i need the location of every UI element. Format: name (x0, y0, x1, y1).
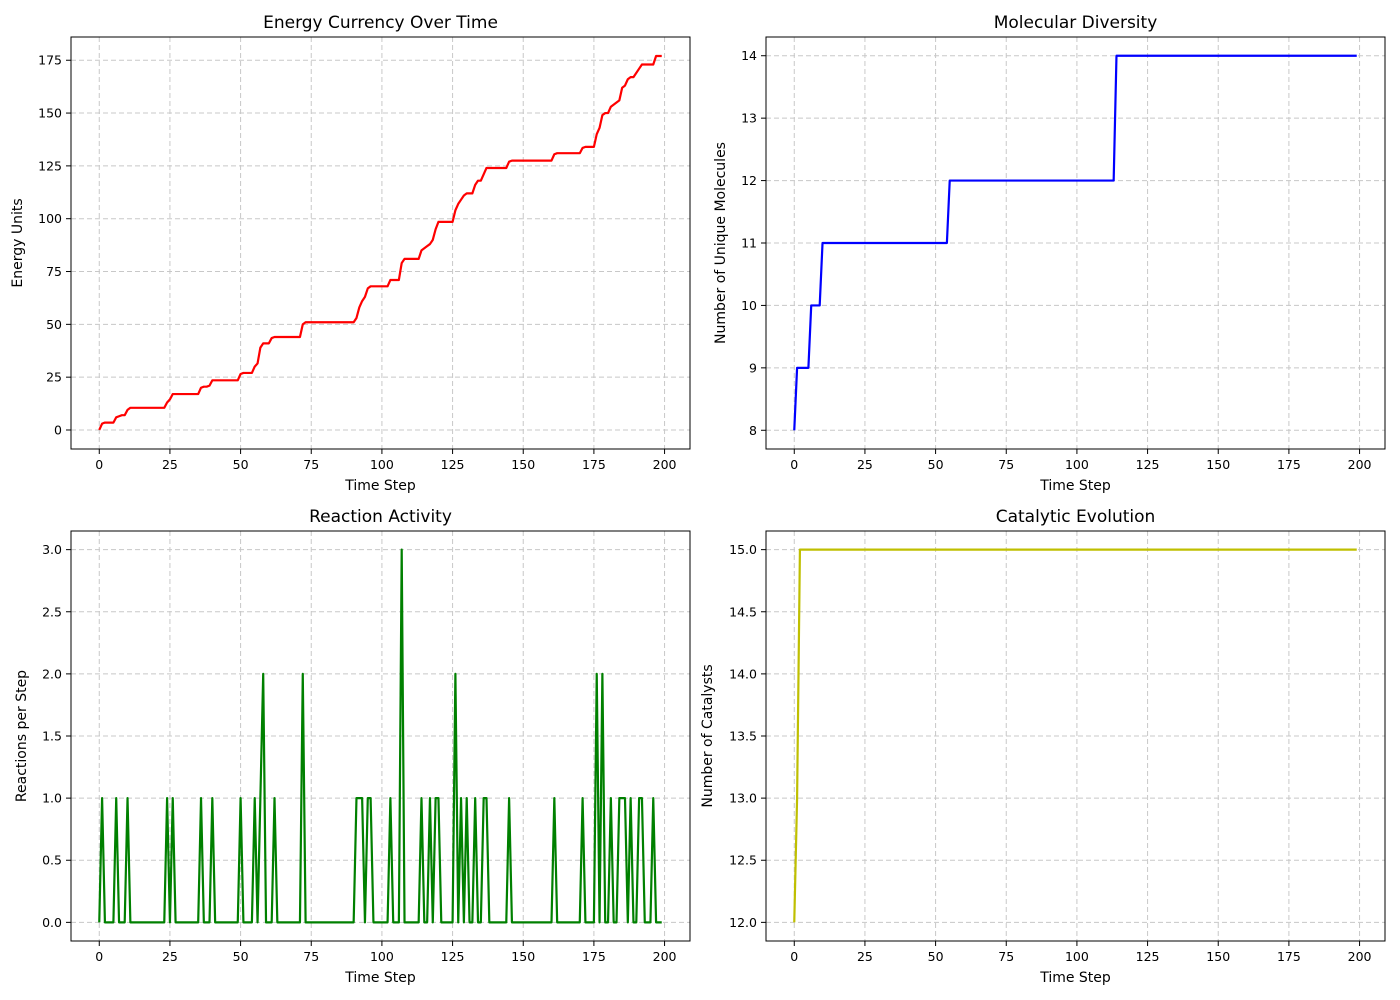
x-tick-label: 50 (928, 457, 944, 472)
y-tick-label: 13 (741, 111, 757, 126)
chart-panel-3: 0 25 50 75 100 125 150 175 200 0.0 0.5 1.0 1.5 2.0 2.5… (14, 507, 691, 986)
y-axis-label: Reactions per Step (14, 670, 30, 802)
x-tick-label: 200 (653, 949, 677, 964)
x-tick-label: 25 (162, 949, 178, 964)
x-tick-label: 125 (1136, 457, 1160, 472)
y-tick-label: 100 (38, 211, 62, 226)
y-axis-label: Number of Catalysts (700, 664, 716, 807)
y-tick-label: 12.0 (729, 915, 757, 930)
x-tick-label: 100 (1065, 949, 1089, 964)
chart-title: Catalytic Evolution (996, 507, 1156, 527)
y-tick-label: 1.0 (42, 791, 62, 806)
x-tick-label: 50 (233, 457, 249, 472)
y-tick-label: 175 (38, 53, 62, 68)
y-tick-label: 14 (741, 48, 757, 63)
x-tick-label: 175 (1277, 457, 1301, 472)
x-tick-label: 125 (441, 457, 465, 472)
y-tick-label: 3.0 (42, 542, 62, 557)
x-tick-label: 25 (162, 457, 178, 472)
y-tick-label: 0.0 (42, 915, 62, 930)
chart-title: Molecular Diversity (994, 13, 1158, 33)
y-tick-label: 0 (54, 422, 62, 437)
y-tick-label: 13.5 (729, 729, 757, 744)
y-tick-label: 0.5 (42, 853, 62, 868)
y-tick-label: 2.5 (42, 604, 62, 619)
y-tick-label: 8 (749, 423, 757, 438)
y-tick-label: 9 (749, 360, 757, 375)
y-tick-label: 150 (38, 106, 62, 121)
x-tick-label: 0 (790, 457, 798, 472)
x-tick-label: 125 (1136, 949, 1160, 964)
series-line (98, 54, 662, 431)
x-tick-label: 75 (303, 457, 319, 472)
y-tick-label: 25 (46, 370, 62, 385)
y-tick-label: 15.0 (729, 542, 757, 557)
x-tick-label: 150 (1206, 949, 1230, 964)
x-tick-label: 150 (511, 457, 535, 472)
x-axis-label: Time Step (344, 478, 416, 494)
x-tick-label: 0 (790, 949, 798, 964)
x-axis-label: Time Step (1039, 478, 1111, 494)
x-tick-label: 100 (1065, 457, 1089, 472)
y-tick-label: 11 (741, 236, 757, 251)
x-tick-label: 25 (857, 457, 873, 472)
x-tick-label: 125 (441, 949, 465, 964)
y-tick-label: 125 (38, 158, 62, 173)
chart-panel-2: 0 25 50 75 100 125 150 175 200 8 9 10 11 12 13 14 Molecu… (713, 13, 1386, 494)
chart-panel-1: 0 25 50 75 100 125 150 175 200 0 25 50 75 100 125 150 17… (10, 13, 691, 494)
axes-frame (70, 36, 691, 450)
x-tick-label: 150 (1206, 457, 1230, 472)
chart-panel-4: 0 25 50 75 100 125 150 175 200 12.0 12.5 13.0 13.5 14… (700, 507, 1386, 986)
y-axis-label: Energy Units (10, 198, 26, 287)
y-tick-label: 2.0 (42, 666, 62, 681)
y-tick-label: 12.5 (729, 853, 757, 868)
y-tick-label: 14.0 (729, 666, 757, 681)
y-tick-label: 75 (46, 264, 62, 279)
x-tick-label: 0 (95, 949, 103, 964)
series-line (793, 54, 1357, 431)
x-axis-label: Time Step (344, 970, 416, 986)
x-tick-label: 0 (95, 457, 103, 472)
x-tick-label: 175 (582, 949, 606, 964)
x-tick-label: 75 (998, 949, 1014, 964)
x-tick-label: 50 (928, 949, 944, 964)
series-line (98, 548, 662, 924)
x-tick-label: 75 (998, 457, 1014, 472)
x-tick-label: 150 (511, 949, 535, 964)
x-tick-label: 75 (303, 949, 319, 964)
series-line (793, 548, 1357, 923)
y-tick-label: 14.5 (729, 604, 757, 619)
y-tick-label: 1.5 (42, 729, 62, 744)
y-tick-label: 12 (741, 173, 757, 188)
y-tick-label: 50 (46, 317, 62, 332)
x-tick-label: 175 (582, 457, 606, 472)
y-tick-label: 13.0 (729, 791, 757, 806)
chart-title: Reaction Activity (309, 507, 452, 527)
x-tick-label: 175 (1277, 949, 1301, 964)
x-tick-label: 100 (370, 949, 394, 964)
x-tick-label: 100 (370, 457, 394, 472)
x-tick-label: 25 (857, 949, 873, 964)
x-tick-label: 200 (653, 457, 677, 472)
x-tick-label: 50 (233, 949, 249, 964)
y-axis-label: Number of Unique Molecules (713, 142, 729, 344)
x-tick-label: 200 (1348, 949, 1372, 964)
y-tick-label: 10 (741, 298, 757, 313)
x-axis-label: Time Step (1039, 970, 1111, 986)
chart-title: Energy Currency Over Time (263, 13, 498, 33)
x-tick-label: 200 (1348, 457, 1372, 472)
